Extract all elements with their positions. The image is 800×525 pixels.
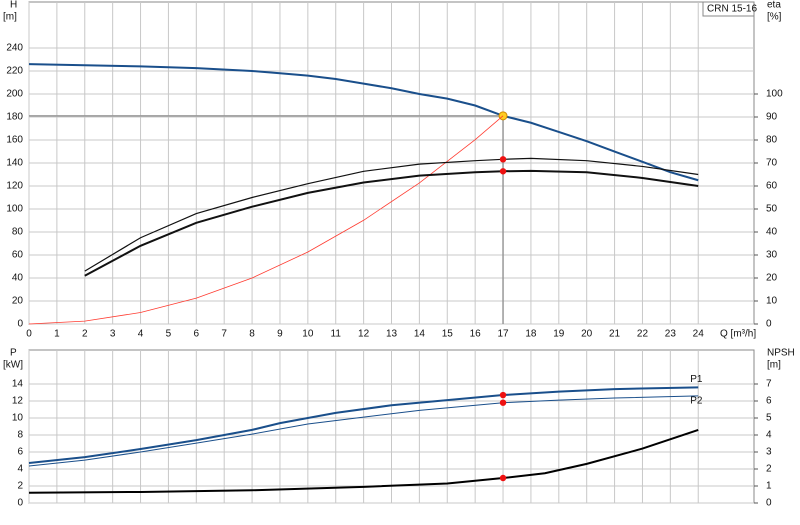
y-axis-label: H [10,0,17,11]
duty-point [499,474,507,482]
y2-axis-label: NPSH [767,348,795,359]
y-tick-label: 240 [6,43,23,54]
x-tick-label: 8 [249,329,255,340]
y2-tick-label: 20 [766,273,778,284]
y-tick-label: 2 [17,481,23,492]
x-tick-label: 1 [54,329,60,340]
y2-tick-label: 1 [766,481,772,492]
x-tick-label: 22 [637,329,649,340]
y-axis-label: P [10,348,17,359]
y-tick-label: 120 [6,181,23,192]
y2-tick-label: 5 [766,413,772,424]
curve [28,395,699,467]
y2-tick-label: 4 [766,430,772,441]
x-tick-label: 23 [665,329,677,340]
y-tick-label: 40 [12,273,24,284]
duty-point [499,168,507,175]
y2-tick-label: 70 [766,158,778,169]
y-tick-label: 6 [17,447,23,458]
y2-tick-label: 50 [766,204,778,215]
y2-tick-label: 6 [766,396,772,407]
y-tick-label: 10 [12,413,24,424]
x-tick-label: 14 [414,329,426,340]
y-axis-label: [kW] [3,360,23,371]
x-tick-label: 24 [693,329,705,340]
y2-tick-label: 40 [766,227,778,238]
y-tick-label: 12 [12,396,24,407]
x-tick-label: 15 [442,329,454,340]
x-tick-label: 11 [331,329,342,340]
y2-tick-label: 10 [766,296,778,307]
curve [84,169,699,277]
y2-tick-label: 3 [766,447,772,458]
x-tick-label: 5 [166,329,172,340]
series-label: P2 [690,396,703,407]
x-tick-label: 13 [386,329,398,340]
curve [28,386,699,465]
series-label: P1 [690,374,703,385]
y-tick-label: 160 [6,135,23,146]
legend-text: CRN 15-16 [707,4,757,15]
y2-tick-label: 60 [766,181,778,192]
y2-tick-label: 0 [766,498,772,509]
x-tick-label: 9 [277,329,283,340]
curve [28,115,504,325]
y-tick-label: 80 [12,227,24,238]
y-tick-label: 8 [17,430,23,441]
y-tick-label: 0 [17,498,23,509]
y2-axis-label: eta [767,0,781,11]
x-tick-label: 6 [194,329,200,340]
x-tick-label: 21 [609,329,621,340]
y2-tick-label: 0 [766,319,772,330]
y-tick-label: 14 [12,379,24,390]
duty-point [499,399,507,406]
y2-tick-label: 80 [766,135,778,146]
x-tick-label: 2 [82,329,88,340]
x-tick-label: 7 [221,329,227,340]
x-tick-label: 12 [358,329,370,340]
y2-axis-label: [%] [767,12,782,23]
curve [28,63,699,182]
x-tick-label: 20 [581,329,593,340]
x-tick-label: 16 [470,329,482,340]
y-axis-label: [m] [3,12,17,23]
y2-tick-label: 90 [766,112,778,123]
x-tick-label: 17 [497,329,509,340]
y-tick-label: 220 [6,66,23,77]
y-tick-label: 180 [6,112,23,123]
y2-axis-label: [m] [767,360,781,371]
y2-tick-label: 30 [766,250,778,261]
y-tick-label: 200 [6,89,23,100]
y-tick-label: 0 [17,319,23,330]
x-tick-label: 10 [302,329,314,340]
y-tick-label: 140 [6,158,23,169]
y-tick-label: 20 [12,296,24,307]
y-tick-label: 100 [6,204,23,215]
y-tick-label: 4 [17,464,23,475]
x-axis-label: Q [m³/h] [720,329,756,340]
legend-box [702,1,755,17]
x-tick-label: 18 [525,329,537,340]
x-tick-label: 0 [26,329,32,340]
y2-tick-label: 2 [766,464,772,475]
x-tick-label: 3 [110,329,116,340]
y2-tick-label: 7 [766,379,772,390]
y2-tick-label: 100 [766,89,783,100]
curve [84,157,699,272]
x-tick-label: 4 [138,329,144,340]
x-tick-label: 19 [553,329,565,340]
duty-point [499,391,507,399]
duty-point [499,156,507,163]
curve [28,428,699,494]
y-tick-label: 60 [12,250,24,261]
